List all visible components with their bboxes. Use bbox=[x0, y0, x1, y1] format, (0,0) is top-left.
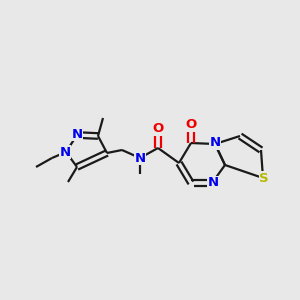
Text: N: N bbox=[207, 176, 219, 190]
Text: N: N bbox=[71, 128, 82, 140]
Text: N: N bbox=[134, 152, 146, 164]
Text: O: O bbox=[152, 122, 164, 136]
Text: O: O bbox=[185, 118, 197, 131]
Text: N: N bbox=[59, 146, 70, 158]
Text: N: N bbox=[209, 136, 220, 149]
Text: S: S bbox=[259, 172, 269, 184]
